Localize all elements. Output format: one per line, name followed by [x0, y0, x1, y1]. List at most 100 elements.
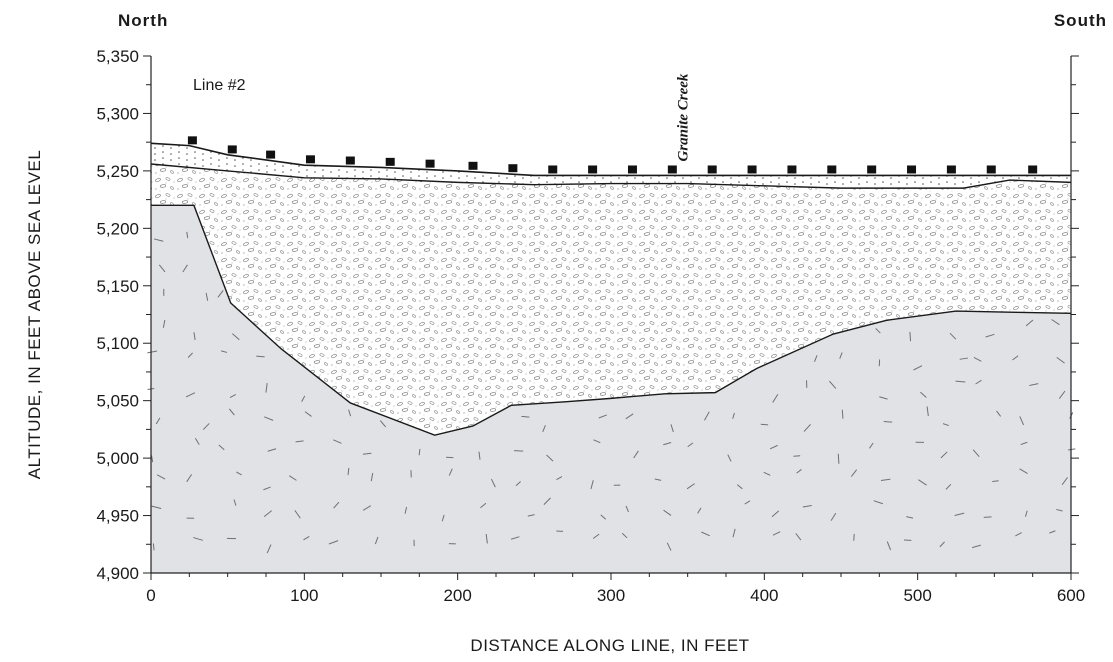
bedrock-dash	[521, 415, 530, 418]
bedrock-dash	[418, 448, 421, 456]
station-marker	[986, 165, 996, 174]
bedrock-dash	[193, 332, 196, 341]
bedrock-dash	[527, 514, 535, 517]
land-surface-line	[150, 142, 1071, 177]
station-marker	[787, 165, 797, 174]
y-tick-label: 5,050	[96, 392, 139, 411]
y-tick-label: 4,950	[96, 507, 139, 526]
bedrock-dash	[229, 393, 237, 398]
bedrock-dash	[1061, 477, 1068, 486]
bedrock-dash	[1058, 390, 1066, 399]
bedrock-dash	[1049, 530, 1056, 534]
x-tick-label: 200	[443, 586, 471, 605]
bedrock-dash	[301, 395, 306, 402]
sediment-contact-line	[150, 163, 1072, 189]
x-tick-label: 500	[903, 586, 931, 605]
bedrock-dash	[1015, 532, 1022, 537]
bedrock-dash-marks	[147, 231, 1076, 554]
bedrock-dash	[328, 540, 339, 545]
bedrock-dash	[1067, 448, 1076, 451]
direction-label-north: North	[118, 11, 168, 30]
axes	[143, 55, 1079, 580]
y-tick-label: 5,000	[96, 449, 139, 468]
bedrock-dash	[333, 439, 342, 444]
bedrock-dash	[909, 331, 912, 342]
bedrock-dash	[813, 355, 818, 363]
station-marker	[345, 156, 355, 165]
contact-lines	[150, 142, 1072, 436]
bedrock-dash	[304, 411, 312, 417]
bedrock-dash	[942, 423, 949, 427]
station-marker	[385, 157, 395, 166]
station-marker	[425, 159, 435, 168]
bedrock-dash	[906, 516, 914, 519]
x-tick-label: 400	[750, 586, 778, 605]
bedrock-dash	[515, 481, 521, 487]
bedrock-dash	[1012, 355, 1019, 361]
bedrock-dash	[945, 483, 952, 490]
y-tick-label: 5,150	[96, 277, 139, 296]
x-axis-title: DISTANCE ALONG LINE, IN FEET	[470, 636, 749, 655]
bedrock-dash	[996, 410, 1002, 417]
bedrock-dash	[670, 424, 674, 433]
bedrock-dash	[256, 355, 265, 358]
bedrock-dash	[795, 533, 802, 541]
bedrock-dash	[266, 544, 272, 554]
bedrock-dash	[186, 231, 189, 239]
x-tick-label: 300	[597, 586, 625, 605]
bedrock-dash	[972, 449, 980, 458]
bedrock-dash	[220, 350, 228, 353]
bedrock-dash	[663, 442, 672, 446]
line-label: Line #2	[193, 77, 246, 94]
station-marker	[508, 164, 518, 173]
bedrock-dash	[263, 510, 273, 518]
bedrock-dash	[374, 536, 379, 545]
bedrock-dash	[347, 467, 350, 476]
bedrock-dash	[151, 455, 154, 463]
bedrock-dash	[830, 512, 837, 521]
bedrock-dash	[972, 544, 981, 549]
bedrock-dash	[959, 357, 968, 360]
bedrock-dash	[182, 264, 188, 273]
station-marker	[867, 165, 877, 174]
bedrock-contact-line	[151, 204, 1072, 436]
station-marker	[548, 165, 558, 174]
y-tick-label: 5,200	[96, 219, 139, 238]
bedrock-dash	[918, 479, 927, 486]
bedrock-dash	[362, 452, 372, 455]
bedrock-dash	[763, 471, 771, 476]
bedrock-dash	[1056, 508, 1063, 512]
bedrock-dash	[404, 506, 408, 514]
bedrock-dash	[850, 469, 858, 477]
bedrock-dash	[185, 392, 196, 398]
bedrock-dash	[697, 507, 702, 514]
bedrock-dash	[362, 505, 372, 511]
bedrock-dash	[1051, 319, 1060, 326]
bedrock-layer	[151, 205, 1071, 573]
bedrock-dash	[228, 408, 235, 416]
bedrock-dash	[886, 541, 892, 551]
bedrock-dash	[194, 438, 200, 445]
bedrock-dash	[543, 497, 551, 505]
bedrock-dash	[839, 352, 843, 359]
bedrock-dash	[370, 472, 374, 482]
bedrock-dash	[333, 501, 340, 509]
bedrock-dash	[926, 406, 929, 417]
bedrock-dash	[294, 510, 301, 519]
bedrock-dash	[288, 475, 297, 481]
bedrock-dash	[687, 442, 694, 448]
bedrock-dash	[441, 514, 445, 522]
bedrock-dash	[802, 505, 812, 508]
bedrock-dash	[155, 417, 161, 425]
x-tick-label: 100	[290, 586, 318, 605]
bedrock-dash	[218, 444, 225, 451]
bedrock-dash	[478, 451, 481, 460]
bedrock-dash	[303, 535, 310, 541]
bedrock-dash	[295, 440, 304, 443]
bedrock-dash	[598, 414, 608, 419]
bedrock-dash	[879, 396, 888, 400]
bedrock-dash	[736, 484, 743, 490]
gravel-layer	[151, 163, 1071, 436]
bedrock-dash	[263, 486, 271, 491]
station-marker	[627, 165, 637, 174]
